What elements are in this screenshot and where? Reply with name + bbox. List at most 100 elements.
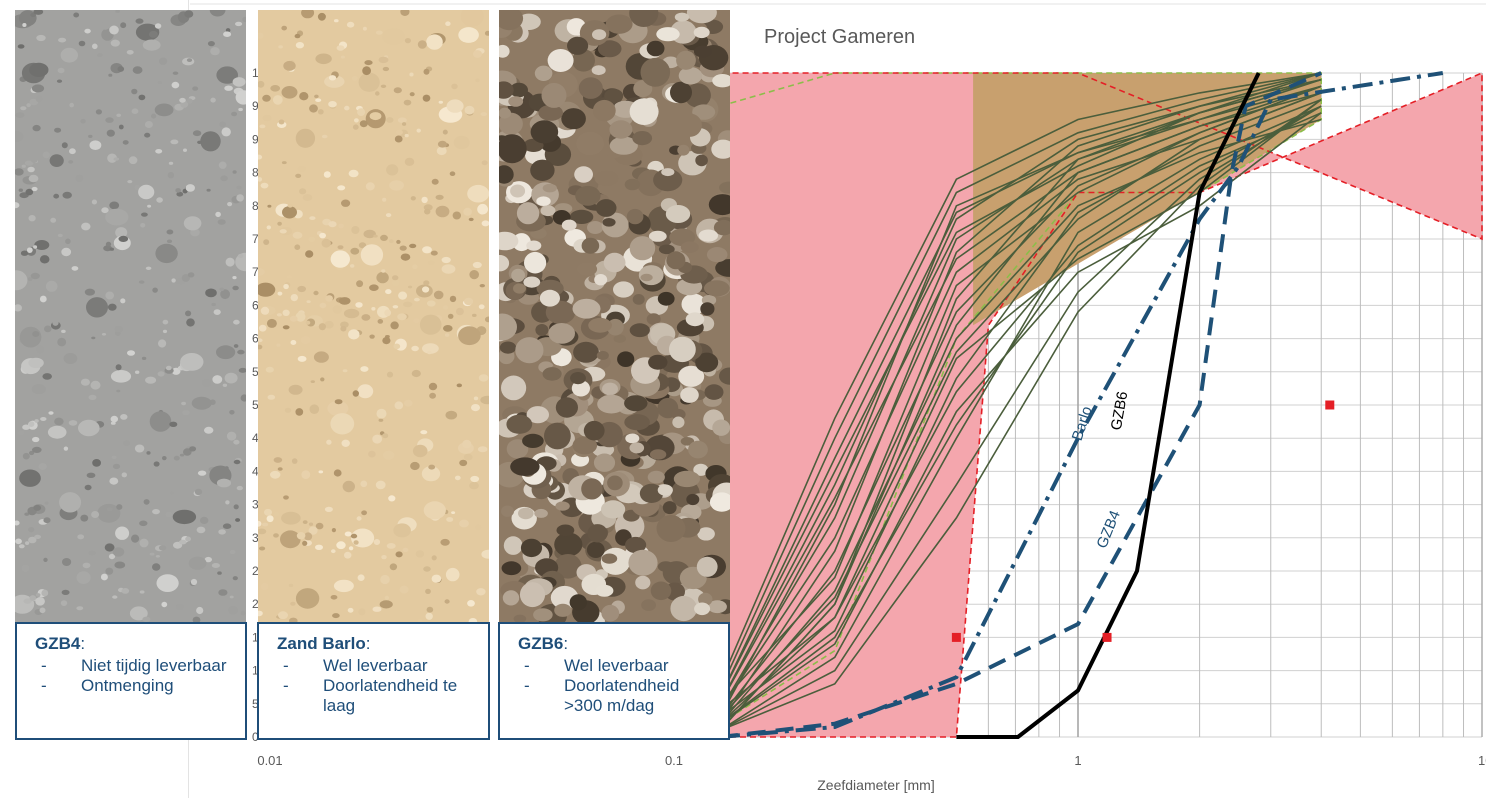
photo-gzb6 — [499, 10, 730, 622]
grain — [295, 408, 304, 416]
grain — [43, 557, 48, 563]
grain — [219, 121, 227, 128]
grain — [240, 610, 246, 616]
grain — [61, 247, 72, 257]
grain — [389, 180, 404, 191]
grain — [416, 128, 421, 133]
grain — [117, 66, 125, 72]
grain — [538, 104, 563, 121]
grain — [21, 164, 26, 168]
grain — [396, 239, 401, 244]
grain — [138, 184, 155, 200]
grain — [384, 309, 392, 317]
grain — [380, 574, 390, 585]
grain — [192, 130, 202, 137]
grain — [184, 10, 194, 18]
grain — [108, 553, 116, 560]
grain — [421, 466, 441, 482]
grain — [587, 524, 608, 543]
grain — [80, 118, 86, 124]
grain — [155, 149, 163, 154]
grain — [91, 336, 96, 340]
grain — [267, 394, 276, 400]
grain — [657, 561, 674, 572]
grain — [499, 341, 517, 354]
grain — [61, 142, 68, 149]
grain — [695, 154, 708, 167]
grain — [515, 337, 544, 364]
grain — [25, 188, 34, 196]
grain — [468, 618, 478, 622]
grain — [419, 314, 442, 335]
grain — [388, 239, 394, 244]
grain — [544, 422, 571, 450]
grain — [629, 236, 656, 261]
grain — [308, 522, 314, 526]
grain — [384, 595, 390, 600]
grain — [510, 457, 540, 477]
grain — [52, 319, 59, 326]
gravel-texture — [258, 10, 489, 622]
grain — [696, 556, 718, 577]
grain — [15, 538, 22, 545]
caption-title: GZB6 — [518, 634, 564, 653]
grain — [617, 351, 635, 368]
grain — [29, 450, 35, 456]
grain — [423, 280, 430, 286]
grain — [346, 21, 355, 28]
grain — [373, 539, 381, 545]
grain — [574, 166, 593, 183]
grain — [229, 549, 236, 555]
grain — [258, 154, 263, 160]
grain — [258, 338, 263, 343]
grain — [26, 544, 32, 550]
grain — [84, 484, 92, 491]
grain — [266, 318, 277, 328]
caption-title: Zand Barlo — [277, 634, 366, 653]
grain — [445, 410, 458, 420]
grain — [88, 394, 97, 400]
grain — [105, 567, 114, 575]
grain — [290, 601, 296, 606]
grain — [258, 32, 264, 39]
grain — [15, 131, 24, 142]
grain — [220, 175, 228, 182]
grain — [443, 325, 453, 332]
grain — [471, 404, 480, 412]
grain — [116, 504, 123, 510]
grain — [172, 71, 179, 75]
grain — [670, 595, 697, 622]
grain — [76, 571, 91, 584]
grain — [197, 140, 202, 144]
grain — [188, 556, 207, 570]
grain — [575, 185, 601, 206]
grain — [399, 585, 409, 594]
grain — [464, 297, 474, 306]
grain — [283, 60, 296, 71]
grain — [526, 406, 549, 424]
grain — [232, 77, 246, 87]
grain — [332, 613, 340, 619]
grain — [368, 450, 376, 458]
grain — [609, 136, 638, 155]
grain — [139, 538, 149, 548]
grain — [277, 221, 282, 226]
grain — [232, 170, 237, 174]
grain — [422, 343, 439, 354]
grain — [18, 544, 25, 549]
marker-point — [951, 632, 961, 642]
grain — [447, 313, 454, 319]
grain — [189, 446, 197, 452]
grain — [38, 463, 47, 470]
grain — [484, 30, 489, 36]
grain — [58, 37, 67, 43]
grain — [157, 81, 163, 85]
grain — [39, 607, 46, 614]
grain — [68, 160, 74, 164]
grain — [288, 384, 303, 395]
grain — [446, 517, 454, 522]
grain — [120, 22, 127, 29]
grain — [36, 34, 46, 42]
grain — [581, 478, 603, 500]
list-item: Wel leverbaar — [277, 656, 480, 676]
